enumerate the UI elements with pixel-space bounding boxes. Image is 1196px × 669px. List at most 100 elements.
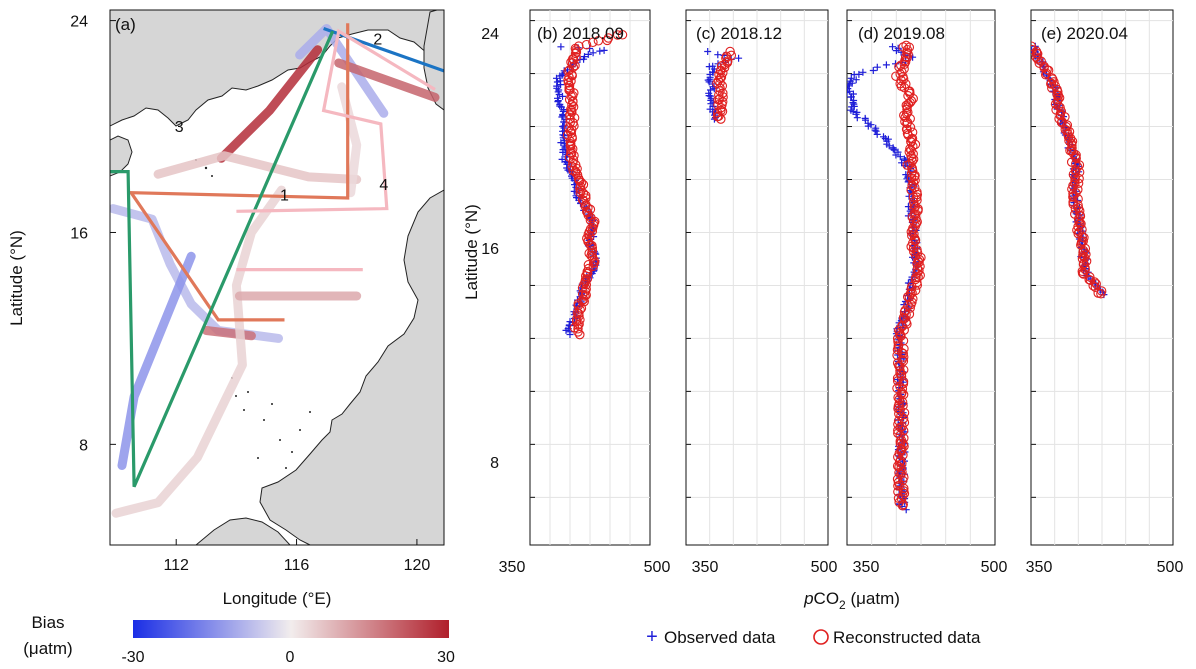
china-coast bbox=[110, 10, 444, 127]
panel-d-observed-point bbox=[864, 122, 872, 130]
panel-b-reconstructed-point bbox=[565, 141, 576, 151]
colorbar-title-line1: Bias bbox=[31, 613, 64, 632]
panel-d-reconstructed-point bbox=[900, 57, 911, 67]
track-label-3: 3 bbox=[175, 119, 184, 136]
panel-b-observed-point bbox=[557, 43, 565, 51]
panel-e-reconstructed-point bbox=[1067, 136, 1078, 147]
panel-label-c: (c) 2018.12 bbox=[696, 24, 782, 43]
bias-track-6 bbox=[153, 151, 362, 184]
panel-d-observed-point bbox=[847, 89, 851, 96]
panel-d-reconstructed-point bbox=[908, 149, 918, 159]
panel-d-reconstructed-point bbox=[900, 112, 911, 123]
panel-d-grid bbox=[847, 10, 995, 545]
panel-b-reconstructed-point bbox=[575, 305, 585, 315]
panel-e-xtick-350: 350 bbox=[1026, 559, 1053, 576]
panel-d-reconstructed-point bbox=[899, 407, 910, 418]
panel-d-observed-point bbox=[853, 114, 861, 122]
panel-c-reconstructed-point bbox=[716, 61, 727, 71]
panel-d-reconstructed-point bbox=[906, 241, 916, 252]
panel-d-observed-point bbox=[885, 142, 893, 150]
panel-b-reconstructed-point bbox=[588, 37, 598, 48]
panel-b-reconstructed-point bbox=[570, 48, 581, 59]
panel-b-reconstructed-point bbox=[564, 65, 575, 75]
panel-b-reconstructed-point bbox=[583, 210, 594, 220]
bias-track-5 bbox=[216, 45, 323, 163]
panel-e-reconstructed-point bbox=[1070, 204, 1081, 214]
colorbar-tick-min: -30 bbox=[121, 649, 144, 666]
map-xtick-label-112: 112 bbox=[163, 557, 189, 574]
panel-b-observed-point bbox=[557, 139, 565, 147]
panel-b-points bbox=[553, 30, 628, 340]
panel-e-reconstructed-point bbox=[1053, 90, 1064, 101]
panel-e-reconstructed-point bbox=[1075, 211, 1086, 221]
colorbar-title-line2: (μatm) bbox=[23, 639, 72, 658]
panel-c-grid bbox=[686, 10, 828, 545]
panel-c-observed-point bbox=[705, 63, 713, 71]
panel-d-observed-point bbox=[849, 99, 857, 107]
track-label-4: 4 bbox=[379, 177, 388, 194]
panel-e-reconstructed-point bbox=[1040, 70, 1051, 80]
panel-c-reconstructed-point bbox=[715, 83, 725, 93]
panel-d-observed-point bbox=[847, 80, 853, 88]
panel-d-observed-point bbox=[869, 67, 877, 74]
track-label-1: 1 bbox=[280, 188, 289, 205]
legend-observed: Observed data bbox=[664, 628, 776, 647]
panel-b-observed-point bbox=[558, 113, 566, 121]
colorbar-tick-mid: 0 bbox=[286, 649, 295, 666]
hainan-island bbox=[110, 135, 133, 177]
bias-track-4 bbox=[111, 185, 286, 518]
panel-d-observed-point bbox=[872, 127, 880, 135]
panel-d-reconstructed-point bbox=[909, 229, 919, 239]
map-panel: 112 116 120 8 16 24 1 2 3 4 (a) Longitude (°E) L… bbox=[7, 9, 445, 608]
panel-d-points bbox=[847, 40, 926, 514]
panel-e-reconstructed-point bbox=[1091, 279, 1101, 289]
panel-d-reconstructed-point bbox=[905, 144, 915, 154]
philippines bbox=[259, 189, 444, 545]
panel-b-reconstructed-point bbox=[573, 324, 583, 334]
panel-d-observed-point bbox=[882, 61, 890, 69]
map-ytick-label-24: 24 bbox=[70, 14, 88, 31]
panel-b-observed-point bbox=[600, 46, 608, 54]
panel-e-reconstructed-point bbox=[1077, 268, 1088, 278]
panel-d-reconstructed-point bbox=[912, 259, 922, 269]
panel-c-reconstructed-point bbox=[716, 114, 726, 124]
map-ytick-label-16: 16 bbox=[70, 225, 88, 242]
panel-b-reconstructed-point bbox=[588, 258, 599, 268]
xlabel-p: p bbox=[803, 589, 813, 608]
bias-track-layer bbox=[110, 24, 440, 518]
panel-b-ytick-8: 8 bbox=[490, 455, 499, 472]
panel-d-xtick-500: 500 bbox=[981, 559, 1008, 576]
panel-c-observed-point bbox=[735, 54, 743, 62]
panel-b-reconstructed-point bbox=[567, 107, 577, 118]
map-frame bbox=[109, 9, 445, 546]
legend-reconstructed: Reconstructed data bbox=[833, 628, 981, 647]
panel-b-reconstructed-point bbox=[588, 261, 599, 272]
panel-c-reconstructed-point bbox=[717, 81, 728, 91]
panel-d-xtick-350: 350 bbox=[853, 559, 880, 576]
cruise-track-3 bbox=[110, 30, 335, 488]
panel-b-xtick-350: 350 bbox=[499, 559, 526, 576]
map-ytick-label-8: 8 bbox=[79, 437, 88, 454]
panel-e-reconstructed-point bbox=[1078, 269, 1089, 279]
map-land bbox=[110, 10, 444, 545]
xlabel-unit: (μatm) bbox=[846, 589, 900, 608]
panel-e-reconstructed-point bbox=[1053, 87, 1063, 97]
bias-track-9 bbox=[334, 58, 440, 102]
panel-d-reconstructed-point bbox=[893, 416, 904, 426]
panel-b-reconstructed-point bbox=[593, 36, 604, 46]
panel-d-observed-point bbox=[852, 110, 860, 118]
panel-b-observed-point bbox=[589, 49, 597, 57]
panel-b-reconstructed-point bbox=[612, 30, 623, 40]
panel-d-observed-point bbox=[892, 151, 900, 159]
panel-b-observed-point bbox=[556, 102, 564, 110]
panel-label-e: (e) 2020.04 bbox=[1041, 24, 1128, 43]
panel-label-b: (b) 2018.09 bbox=[537, 24, 624, 43]
panel-e-reconstructed-point bbox=[1073, 178, 1084, 189]
panel-d-reconstructed-point bbox=[898, 352, 909, 362]
borneo bbox=[195, 517, 291, 545]
panel-b-observed-point bbox=[559, 92, 566, 100]
panel-d-reconstructed-point bbox=[894, 462, 904, 472]
panel-d-reconstructed-point bbox=[905, 88, 915, 99]
